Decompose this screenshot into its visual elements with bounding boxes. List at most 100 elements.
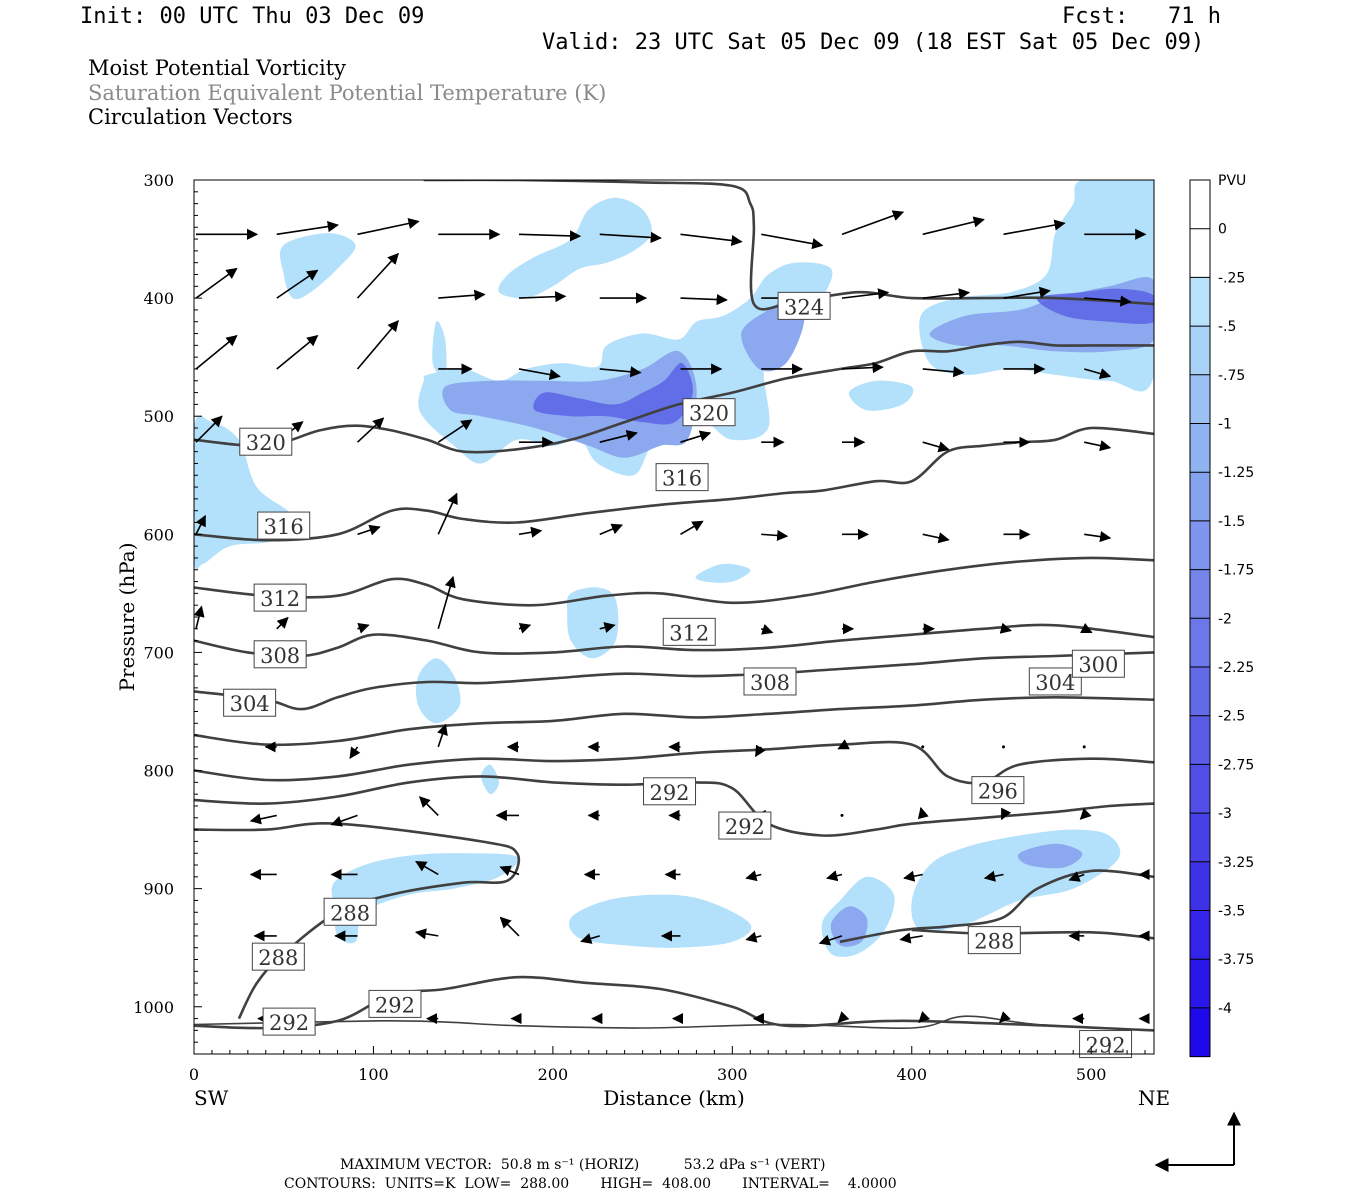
- colorbar-swatch: [1190, 520, 1210, 571]
- circulation-vector: [276, 334, 319, 370]
- max-vector-note: MAXIMUM VECTOR: 50.8 m s⁻¹ (HORIZ) 53.2 …: [340, 1157, 826, 1173]
- colorbar-swatch: [1190, 326, 1210, 376]
- contour-label-text: 288: [974, 930, 1014, 954]
- circulation-vector: [903, 870, 923, 882]
- x-tick-label: 400: [896, 1065, 927, 1084]
- colorbar-level-label: -3.25: [1218, 855, 1254, 871]
- colorbar-level-label: -.75: [1218, 368, 1245, 384]
- circulation-vector: [680, 233, 743, 247]
- contour-label-text: 308: [260, 644, 300, 668]
- circulation-vector: [357, 524, 381, 536]
- contour-label: 316: [655, 463, 709, 492]
- y-tick-label: 500: [143, 407, 174, 426]
- x-axis-label: Distance (km): [603, 1086, 745, 1110]
- circulation-vector: [837, 1011, 850, 1024]
- circulation-vector: [437, 723, 448, 748]
- contour-label: 320: [239, 427, 293, 456]
- circulation-vector: [195, 334, 238, 370]
- contour-label-box: [262, 1007, 316, 1036]
- contour-label-text: 292: [725, 815, 765, 839]
- colorbar-level-label: -1.25: [1218, 465, 1254, 481]
- circulation-vector: [922, 288, 971, 300]
- circulation-vector: [195, 514, 206, 535]
- circulation-vector: [276, 221, 339, 236]
- contour-label: 288: [967, 926, 1021, 955]
- circulation-vector: [818, 934, 843, 946]
- contour-label: 324: [777, 291, 831, 320]
- title-vectors: Circulation Vectors: [88, 105, 293, 129]
- contour-label-box: [682, 398, 736, 427]
- circulation-vector: [195, 415, 223, 443]
- contour-label-box: [253, 583, 307, 612]
- circulation-vector: [437, 492, 458, 535]
- y-tick-label: 300: [143, 171, 174, 190]
- colorbar-level-label: -2.25: [1218, 660, 1254, 676]
- colorbar-swatch: [1190, 813, 1210, 863]
- pv-region: [280, 233, 356, 300]
- colorbar-swatch: [1190, 667, 1210, 717]
- circulation-vector: [841, 210, 905, 236]
- circulation-vector: [899, 932, 923, 944]
- contour-label: 320: [682, 398, 736, 427]
- y-tick-label: 600: [143, 525, 174, 544]
- y-tick-label: 800: [143, 762, 174, 781]
- circulation-vector: [1001, 745, 1005, 749]
- pv-region: [566, 587, 619, 659]
- colorbar-level-label: -.5: [1218, 319, 1236, 335]
- contour-label: 300: [1071, 649, 1125, 678]
- circulation-vector: [438, 289, 486, 301]
- x-tick-label: 100: [358, 1065, 389, 1084]
- circulation-vector: [518, 230, 582, 242]
- contour-label-box: [239, 427, 293, 456]
- colorbar-swatch: [1190, 569, 1210, 619]
- y-axis-label: Pressure (hPa): [115, 543, 139, 692]
- colorbar-level-label: -2.5: [1218, 709, 1245, 725]
- contour-label-box: [655, 463, 709, 492]
- x-end-label-ne: NE: [1138, 1086, 1170, 1110]
- contour-label-text: 292: [649, 781, 689, 805]
- colorbar-swatch: [1190, 423, 1210, 473]
- contour-label-box: [777, 291, 831, 320]
- contour-label-text: 316: [662, 467, 702, 491]
- circulation-vector: [680, 293, 728, 306]
- contour-label-box: [743, 667, 797, 696]
- circulation-vector: [356, 417, 385, 443]
- circulation-vector: [518, 368, 561, 381]
- circulation-vector: [357, 622, 370, 634]
- circulation-vector: [921, 745, 925, 749]
- circulation-vector: [599, 622, 616, 633]
- circulation-vector: [1084, 368, 1112, 379]
- circulation-vector: [922, 216, 985, 236]
- contour-label: 312: [253, 583, 307, 612]
- contour-label-text: 288: [258, 946, 298, 970]
- circulation-vector: [1082, 745, 1086, 749]
- contour-label-box: [1071, 649, 1125, 678]
- contour-label-box: [643, 777, 697, 806]
- contour-label-text: 316: [264, 515, 304, 539]
- circulation-vector: [195, 267, 238, 299]
- circulation-vector: [415, 860, 439, 876]
- colorbar-level-label: -4: [1218, 1001, 1232, 1017]
- contour-label-box: [971, 776, 1025, 805]
- colorbar-level-label: -2.75: [1218, 757, 1254, 773]
- contour-label: 292: [643, 777, 697, 806]
- colorbar-level-label: -1.5: [1218, 514, 1245, 530]
- pv-region: [533, 362, 693, 425]
- theta-contour-308: [194, 623, 1154, 658]
- circulation-vector: [414, 928, 439, 940]
- circulation-vector: [599, 231, 662, 244]
- y-tick-label: 900: [143, 880, 174, 899]
- contour-label-text: 320: [246, 431, 286, 455]
- circulation-vectors: [194, 210, 1150, 1025]
- theta-contour-300: [194, 695, 1154, 747]
- contour-label-text: 312: [260, 587, 300, 611]
- colorbar: PVU 0 -.25 -.5 -.75 -1 -1.25 -1.5 -1.75 -2 -2.25 -2…: [1189, 173, 1254, 1058]
- colorbar-swatch: [1190, 959, 1210, 1009]
- circulation-vector: [1003, 286, 1051, 299]
- pv-region: [911, 829, 1121, 932]
- colorbar-swatch: [1190, 228, 1210, 278]
- circulation-vector: [840, 813, 844, 817]
- circulation-vector: [249, 813, 277, 825]
- contour-label: 296: [971, 776, 1025, 805]
